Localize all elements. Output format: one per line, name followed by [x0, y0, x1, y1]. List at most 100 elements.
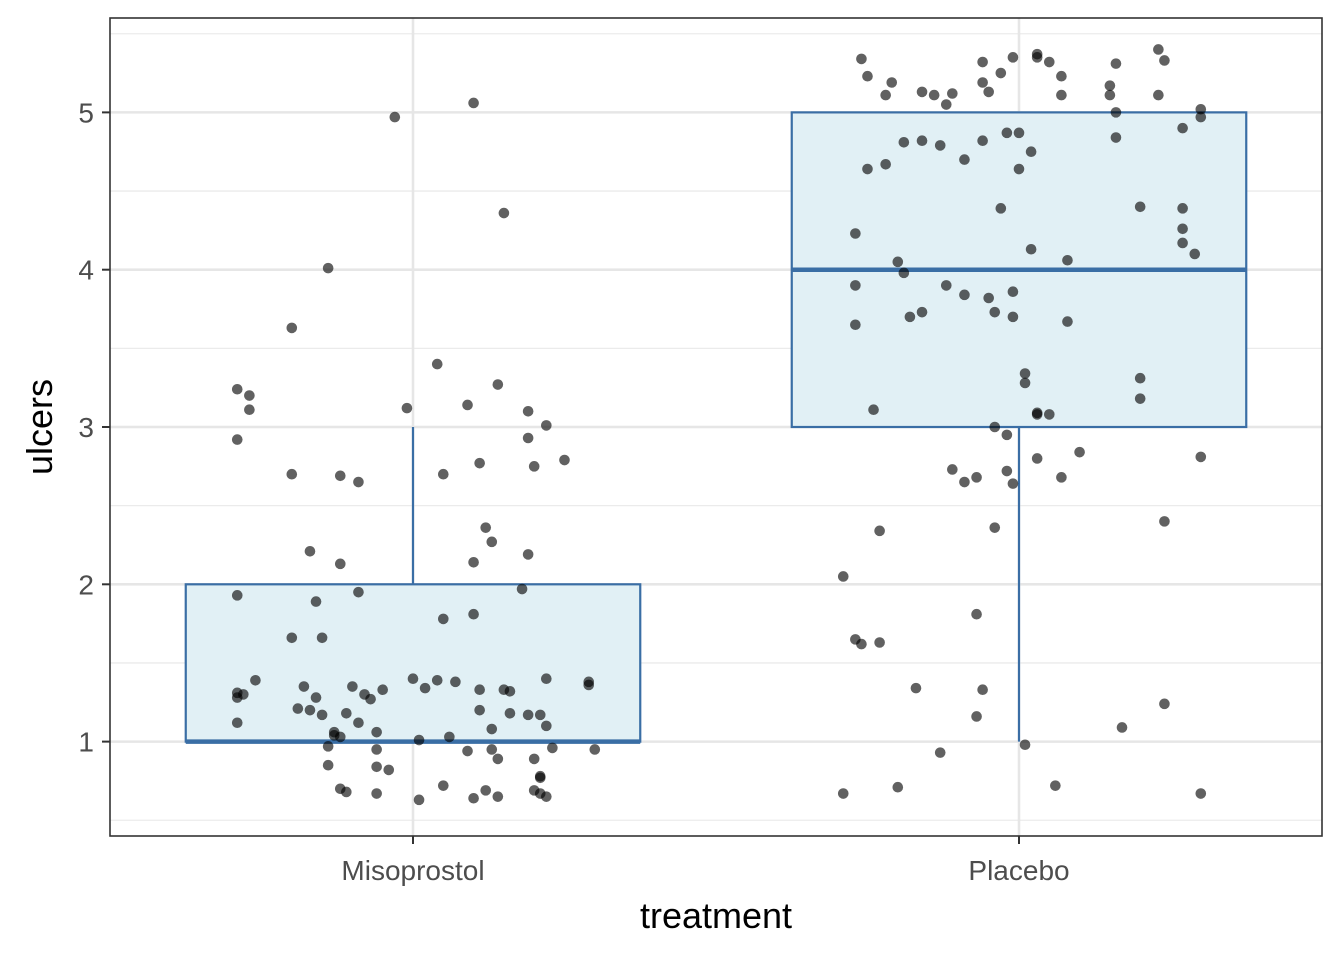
data-point: [892, 781, 904, 793]
data-point: [959, 154, 970, 165]
data-point: [341, 786, 352, 798]
data-point: [874, 637, 885, 648]
data-point: [286, 468, 298, 480]
data-point: [1195, 451, 1207, 463]
data-point: [1104, 89, 1116, 101]
data-point: [1044, 409, 1055, 420]
y-tick-label: 2: [78, 569, 94, 600]
data-point: [334, 470, 346, 482]
data-point: [910, 682, 922, 694]
data-point: [989, 306, 1001, 318]
data-point: [934, 747, 946, 758]
data-point: [850, 319, 861, 331]
data-point: [977, 684, 988, 696]
data-point: [1050, 780, 1061, 791]
data-point: [880, 158, 891, 170]
data-point: [492, 791, 504, 802]
data-point: [231, 383, 243, 395]
data-point: [589, 744, 601, 755]
data-point: [371, 726, 382, 738]
data-point: [1031, 52, 1043, 63]
data-point: [347, 681, 358, 692]
data-point: [413, 734, 425, 746]
data-point: [528, 461, 540, 472]
data-point: [431, 358, 443, 370]
data-point: [1001, 429, 1013, 441]
data-point: [244, 404, 255, 415]
data-point: [438, 780, 449, 791]
y-axis-title: ulcers: [19, 379, 60, 475]
data-point: [1134, 372, 1146, 384]
data-point: [916, 135, 928, 146]
data-point: [462, 399, 473, 411]
data-point: [1001, 465, 1013, 477]
data-point: [522, 549, 534, 560]
data-point: [1195, 788, 1207, 799]
data-point: [559, 454, 570, 466]
data-point: [1159, 55, 1170, 66]
data-point: [407, 673, 419, 684]
data-point: [547, 742, 558, 754]
data-point: [1153, 89, 1164, 101]
data-point: [940, 280, 952, 291]
data-point: [541, 420, 552, 431]
data-point: [438, 613, 449, 625]
data-point: [995, 67, 1007, 79]
data-point: [868, 404, 879, 415]
data-point: [377, 684, 389, 696]
data-point: [322, 759, 334, 771]
data-point: [1110, 107, 1122, 118]
data-point: [316, 709, 328, 721]
data-point: [940, 99, 952, 110]
data-point: [244, 390, 255, 401]
data-point: [983, 292, 994, 304]
data-point: [468, 792, 479, 804]
data-point: [486, 744, 498, 755]
data-point: [1007, 52, 1019, 63]
data-point: [480, 522, 492, 533]
data-point: [486, 536, 498, 548]
data-point: [541, 720, 552, 732]
data-point: [1019, 368, 1031, 379]
data-point: [474, 704, 485, 716]
y-tick-label: 5: [78, 97, 94, 128]
data-point: [322, 741, 334, 752]
data-point: [371, 761, 382, 773]
data-point: [438, 468, 449, 480]
data-point: [1110, 132, 1122, 143]
data-point: [528, 753, 540, 765]
data-point: [947, 464, 958, 475]
data-point: [431, 674, 443, 686]
data-point: [898, 136, 910, 148]
data-point: [904, 311, 916, 323]
data-point: [1134, 201, 1146, 213]
data-point: [856, 638, 867, 650]
data-point: [928, 89, 940, 101]
data-point: [444, 731, 455, 743]
data-point: [389, 111, 401, 123]
data-point: [383, 764, 395, 776]
data-point: [850, 280, 861, 291]
data-point: [1025, 146, 1037, 158]
data-point: [1013, 163, 1025, 175]
data-point: [468, 608, 479, 620]
data-point: [304, 704, 316, 716]
data-point: [989, 421, 1001, 433]
data-point: [1044, 56, 1055, 68]
data-point: [504, 685, 516, 697]
data-point: [231, 717, 243, 729]
data-point: [886, 77, 898, 88]
data-point: [504, 708, 516, 719]
data-point: [1177, 237, 1188, 249]
data-point: [541, 673, 552, 684]
data-point: [492, 379, 504, 390]
data-point: [983, 86, 994, 98]
data-point: [334, 731, 346, 743]
data-point: [371, 744, 382, 755]
data-point: [486, 723, 498, 735]
data-point: [989, 522, 1001, 533]
data-point: [837, 788, 849, 799]
data-point: [298, 681, 310, 692]
data-point: [1031, 409, 1043, 420]
